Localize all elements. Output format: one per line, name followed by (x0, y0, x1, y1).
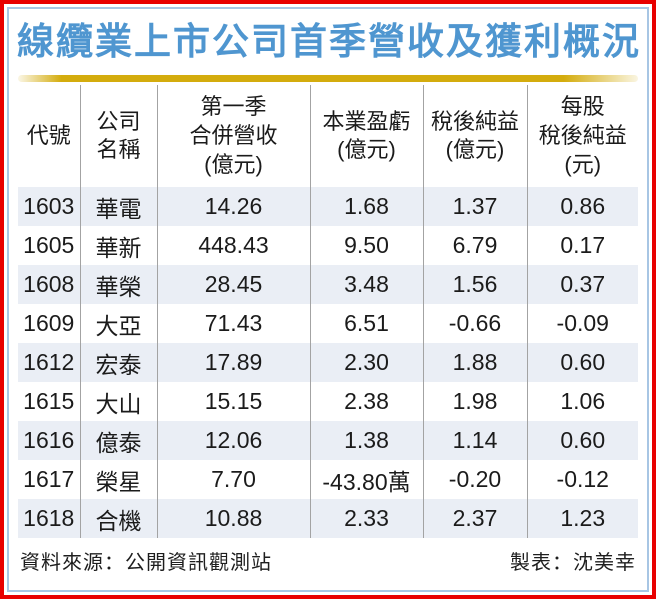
cell-code: 1618 (23, 505, 75, 532)
cell-net-income: 1.14 (422, 421, 527, 461)
cell-revenue: 17.89 (156, 343, 310, 383)
cell-company: 宏泰 (79, 343, 157, 383)
cell-net-income: 2.37 (422, 499, 527, 539)
cell-operating-profit: 6.51 (309, 304, 423, 344)
table-row: 1618 合機 10.88 2.33 2.37 1.23 (18, 499, 638, 539)
cell-net-income: 1.56 (422, 265, 527, 305)
cell-net-income: -0.20 (422, 460, 527, 500)
cell-eps: -0.12 (526, 460, 638, 500)
cell-code: 1609 (23, 310, 75, 337)
cell-net-income: 1.98 (422, 382, 527, 422)
table-row: 1603 華電 14.26 1.68 1.37 0.86 (18, 187, 638, 227)
cell-company: 大山 (79, 382, 157, 422)
cell-eps: 1.06 (526, 382, 638, 422)
cell-revenue: 7.70 (156, 460, 310, 500)
cell-net-income: 1.37 (422, 187, 527, 227)
credit-note: 製表：沈美幸 (510, 552, 636, 575)
cell-operating-profit: 9.50 (309, 226, 423, 266)
title-underline (18, 75, 638, 83)
cell-net-income: -0.66 (422, 304, 527, 344)
col-header-q1-revenue: 第一季 合併營收 (億元) (156, 85, 310, 188)
cell-net-income: 6.79 (422, 226, 527, 266)
cell-eps: 1.23 (526, 499, 638, 539)
col-header-code: 代號 (18, 85, 80, 188)
cell-operating-profit: 2.38 (309, 382, 423, 422)
cell-revenue: 15.15 (156, 382, 310, 422)
page-title: 線纜業上市公司首季營收及獲利概況 (17, 21, 641, 62)
table-body: 1603 華電 14.26 1.68 1.37 0.86 1605 華新 448… (18, 187, 638, 539)
cell-operating-profit: 2.30 (309, 343, 423, 383)
table-row: 1612 宏泰 17.89 2.30 1.88 0.60 (18, 343, 638, 383)
cell-revenue: 448.43 (156, 226, 310, 266)
table-row: 1605 華新 448.43 9.50 6.79 0.17 (18, 226, 638, 266)
cell-code: 1612 (23, 349, 75, 376)
col-header-operating-profit: 本業盈虧 (億元) (309, 85, 423, 188)
cell-company: 華新 (79, 226, 157, 266)
cell-operating-profit: -43.80萬 (309, 460, 423, 500)
table-row: 1615 大山 15.15 2.38 1.98 1.06 (18, 382, 638, 422)
cell-code: 1603 (23, 193, 75, 220)
cell-eps: 0.60 (526, 421, 638, 461)
cell-code: 1617 (23, 466, 75, 493)
table-row: 1616 億泰 12.06 1.38 1.14 0.60 (18, 421, 638, 461)
header-row: 代號 公司 名稱 第一季 合併營收 (億元) 本業盈虧 (億元) 稅後純益 (億… (18, 85, 638, 188)
cell-eps: 0.60 (526, 343, 638, 383)
inner-blue-frame: 線纜業上市公司首季營收及獲利概況 代號 公司 名稱 第一季 合併營收 (億元) … (7, 7, 649, 592)
footer: 資料來源：公開資訊觀測站 製表：沈美幸 (20, 546, 636, 575)
cell-company: 華電 (79, 187, 157, 227)
cell-company: 億泰 (79, 421, 157, 461)
cell-eps: 0.17 (526, 226, 638, 266)
cell-company: 華榮 (79, 265, 157, 305)
source-note: 資料來源：公開資訊觀測站 (20, 552, 272, 575)
cell-revenue: 71.43 (156, 304, 310, 344)
cell-operating-profit: 2.33 (309, 499, 423, 539)
cell-revenue: 10.88 (156, 499, 310, 539)
col-header-company: 公司 名稱 (79, 85, 157, 188)
col-header-net-income: 稅後純益 (億元) (422, 85, 527, 188)
cell-code: 1616 (23, 427, 75, 454)
cell-company: 合機 (79, 499, 157, 539)
table-header: 代號 公司 名稱 第一季 合併營收 (億元) 本業盈虧 (億元) 稅後純益 (億… (18, 85, 638, 188)
cell-company: 榮星 (79, 460, 157, 500)
cell-revenue: 12.06 (156, 421, 310, 461)
table-row: 1609 大亞 71.43 6.51 -0.66 -0.09 (18, 304, 638, 344)
cell-eps: 0.37 (526, 265, 638, 305)
cell-eps: 0.86 (526, 187, 638, 227)
cell-code: 1615 (23, 388, 75, 415)
table-row: 1608 華榮 28.45 3.48 1.56 0.37 (18, 265, 638, 305)
cell-operating-profit: 1.38 (309, 421, 423, 461)
cell-company: 大亞 (79, 304, 157, 344)
cell-code: 1608 (23, 271, 75, 298)
cell-revenue: 28.45 (156, 265, 310, 305)
cell-operating-profit: 3.48 (309, 265, 423, 305)
cell-eps: -0.09 (526, 304, 638, 344)
cell-code: 1605 (23, 232, 75, 259)
cell-operating-profit: 1.68 (309, 187, 423, 227)
cell-net-income: 1.88 (422, 343, 527, 383)
data-table: 代號 公司 名稱 第一季 合併營收 (億元) 本業盈虧 (億元) 稅後純益 (億… (18, 85, 638, 539)
table-row: 1617 榮星 7.70 -43.80萬 -0.20 -0.12 (18, 460, 638, 500)
col-header-eps: 每股 稅後純益 (元) (526, 85, 638, 188)
cell-revenue: 14.26 (156, 187, 310, 227)
